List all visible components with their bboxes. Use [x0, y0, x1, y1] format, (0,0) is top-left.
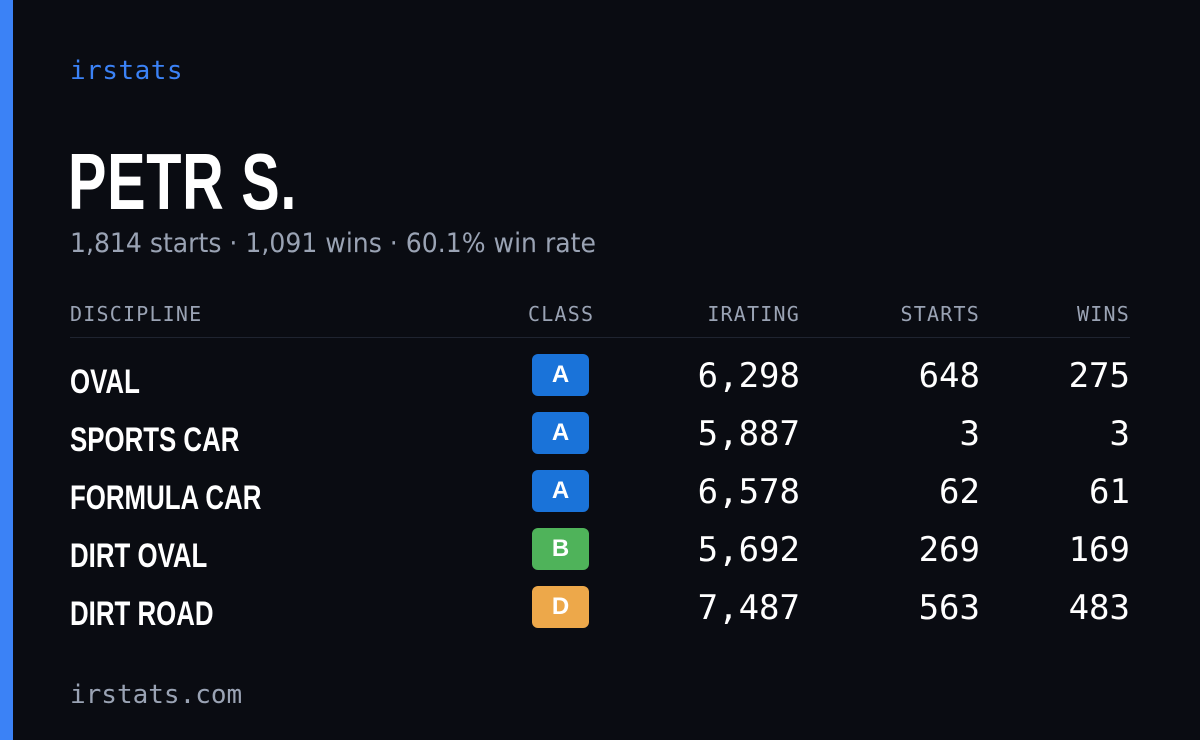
summary-separator: ·	[229, 228, 238, 259]
header-starts: STARTS	[900, 302, 980, 326]
footer-url: irstats.com	[70, 680, 243, 710]
header-discipline: DISCIPLINE	[70, 302, 203, 326]
row-wins: 169	[1068, 530, 1130, 570]
class-badge: D	[532, 586, 589, 628]
table-row: OVAL A 6,298 648 275	[0, 354, 1200, 412]
class-badge: A	[532, 354, 589, 396]
row-starts: 62	[939, 472, 980, 512]
table-row: DIRT OVAL B 5,692 269 169	[0, 528, 1200, 586]
row-starts: 648	[918, 356, 980, 396]
table-row: SPORTS CAR A 5,887 3 3	[0, 412, 1200, 470]
summary-wins: 1,091 wins	[245, 228, 382, 259]
class-badge: A	[532, 470, 589, 512]
table-row: FORMULA CAR A 6,578 62 61	[0, 470, 1200, 528]
row-starts: 3	[959, 414, 980, 454]
driver-name: PETR S.	[68, 137, 298, 226]
row-discipline: FORMULA CAR	[70, 479, 262, 517]
header-class: CLASS	[528, 302, 595, 326]
row-irating: 6,578	[697, 472, 800, 512]
class-badge: A	[532, 412, 589, 454]
row-irating: 7,487	[697, 588, 800, 628]
row-wins: 3	[1109, 414, 1130, 454]
row-wins: 483	[1068, 588, 1130, 628]
row-discipline: DIRT ROAD	[70, 595, 214, 633]
row-discipline: OVAL	[70, 363, 140, 401]
summary-win-rate: 60.1% win rate	[405, 228, 596, 259]
table-divider	[70, 337, 1130, 338]
row-irating: 6,298	[697, 356, 800, 396]
header-irating: IRATING	[707, 302, 800, 326]
summary-separator: ·	[389, 228, 398, 259]
row-wins: 275	[1068, 356, 1130, 396]
row-irating: 5,887	[697, 414, 800, 454]
accent-bar	[0, 0, 13, 740]
row-starts: 269	[918, 530, 980, 570]
row-starts: 563	[918, 588, 980, 628]
table-row: DIRT ROAD D 7,487 563 483	[0, 586, 1200, 644]
header-wins: WINS	[1077, 302, 1130, 326]
brand-logo-text: irstats	[70, 56, 184, 86]
row-discipline: SPORTS CAR	[70, 421, 240, 459]
class-badge: B	[532, 528, 589, 570]
summary-starts: 1,814 starts	[70, 228, 222, 259]
driver-summary: 1,814 starts · 1,091 wins · 60.1% win ra…	[70, 228, 596, 259]
row-irating: 5,692	[697, 530, 800, 570]
row-wins: 61	[1089, 472, 1130, 512]
row-discipline: DIRT OVAL	[70, 537, 208, 575]
